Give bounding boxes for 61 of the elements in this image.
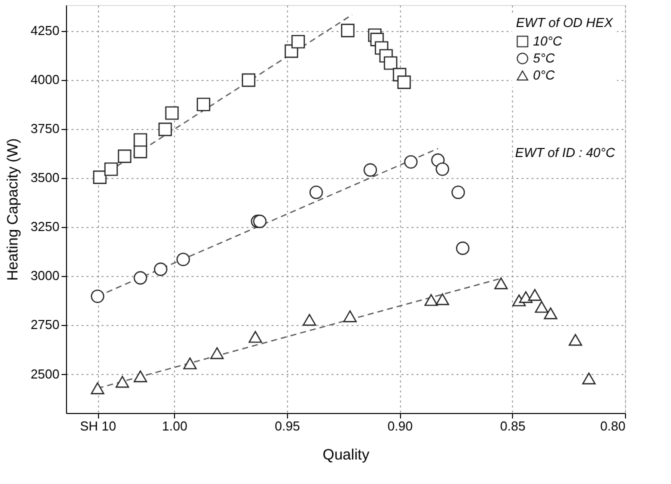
y-tick-label: 3250 (30, 219, 60, 234)
point (568, 334, 582, 346)
point (118, 150, 132, 163)
point (436, 293, 450, 306)
legend-label: 0°C (533, 68, 556, 82)
y-tick-label: 3000 (30, 268, 60, 284)
point (291, 34, 305, 48)
point (176, 252, 190, 266)
y-axis-title: Heating Capacity (W) (4, 138, 22, 281)
point (134, 370, 148, 382)
point (384, 56, 398, 70)
point (242, 73, 256, 87)
x-tick-label: 0.80 (600, 418, 626, 434)
point (436, 162, 450, 176)
point (456, 242, 470, 255)
point (544, 307, 558, 320)
point (424, 294, 438, 306)
point (343, 310, 357, 322)
point (154, 262, 168, 276)
y-tick-label: 2750 (30, 317, 60, 332)
x-tick-label: SH 10 (80, 418, 116, 434)
point (404, 155, 418, 169)
y-tick-label: 4250 (30, 23, 60, 38)
point (210, 347, 224, 360)
legend-title: EWT of OD HEX (516, 15, 614, 30)
x-tick-label: 0.85 (500, 418, 526, 434)
x-axis-title: Quality (322, 446, 370, 464)
point (134, 133, 148, 147)
point (248, 330, 262, 343)
point (116, 376, 130, 388)
y-tick-label: 4000 (30, 72, 60, 88)
legend-label: 5°C (533, 50, 556, 66)
point (196, 98, 210, 112)
point (494, 277, 508, 290)
y-tick-label: 3500 (30, 170, 60, 186)
point (528, 289, 542, 301)
point (309, 186, 323, 200)
point (158, 122, 172, 136)
point (341, 24, 354, 38)
point (582, 372, 596, 384)
point (104, 162, 118, 176)
x-tick-label: 1.00 (162, 418, 188, 434)
point (90, 382, 104, 394)
point (253, 214, 267, 228)
point (183, 357, 197, 370)
legend-label: 10°C (533, 34, 563, 48)
point (519, 291, 533, 303)
point (451, 186, 465, 200)
point (397, 76, 411, 90)
y-tick-label: 2500 (30, 366, 60, 382)
point (165, 106, 179, 120)
point (302, 314, 316, 326)
y-tick-label: 3750 (30, 121, 60, 136)
x-tick-label: 0.95 (274, 418, 300, 434)
point (364, 163, 378, 177)
point (134, 271, 148, 285)
x-tick-label: 0.90 (387, 418, 413, 434)
point (90, 290, 104, 303)
point (93, 170, 107, 184)
point (534, 300, 548, 313)
annotation: EWT of ID : 40°C (515, 145, 616, 160)
